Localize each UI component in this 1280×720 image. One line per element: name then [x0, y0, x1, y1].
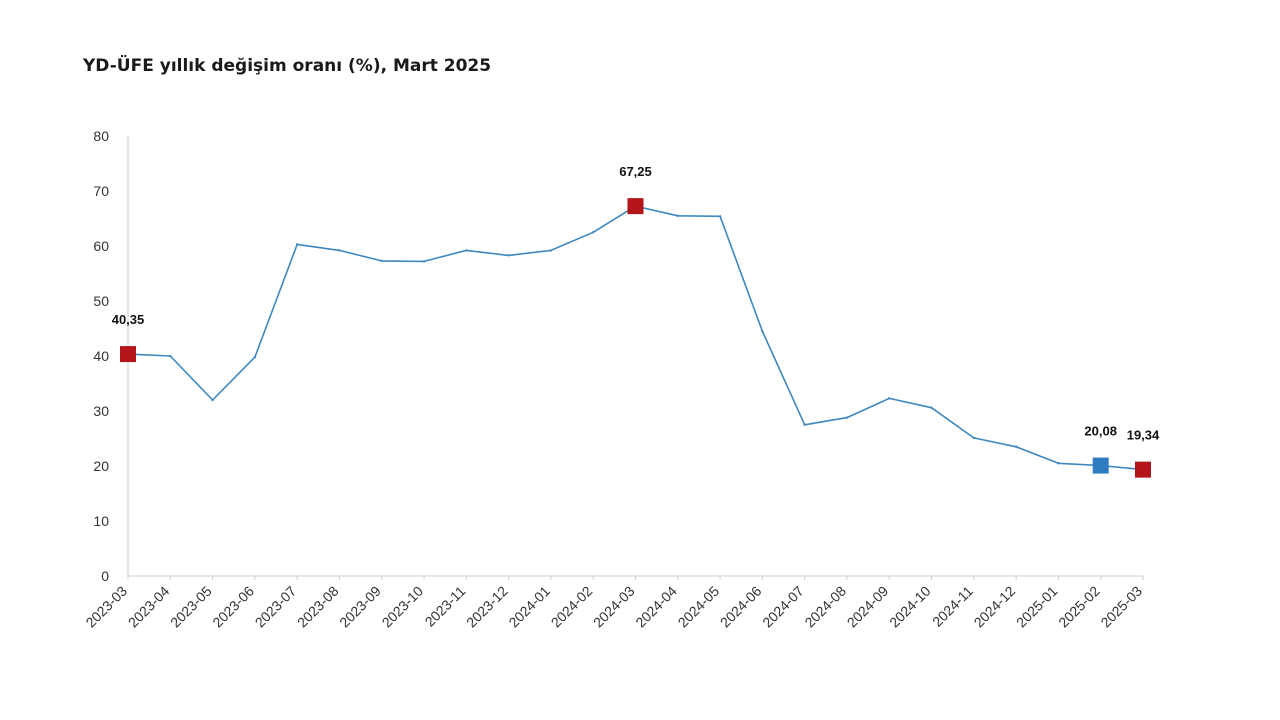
highlight-marker [120, 346, 136, 363]
x-tick-label: 2024-11 [929, 583, 976, 630]
data-point [888, 397, 891, 400]
data-label: 40,35 [112, 312, 145, 327]
x-tick-label: 2023-11 [422, 583, 469, 630]
x-tick-label: 2024-10 [886, 583, 934, 631]
y-tick-label: 80 [93, 128, 109, 144]
data-point [295, 243, 299, 246]
series-line [127, 205, 1144, 471]
x-axis-ticks: 2023-032023-042023-052023-062023-072023-… [82, 576, 1145, 630]
y-tick-label: 40 [93, 348, 109, 364]
data-point [169, 354, 172, 358]
y-tick-label: 50 [93, 293, 109, 309]
data-point [718, 215, 722, 218]
y-tick-label: 0 [101, 568, 109, 584]
highlight-marker [1135, 461, 1151, 478]
x-tick-label: 2024-04 [632, 583, 680, 631]
x-tick-label: 2023-09 [336, 583, 384, 631]
x-tick-label: 2024-06 [717, 583, 765, 631]
data-label: 19,34 [1127, 428, 1160, 443]
data-point [803, 423, 806, 426]
data-point [211, 398, 214, 402]
x-tick-label: 2024-12 [971, 583, 1019, 631]
x-tick-label: 2023-10 [379, 583, 427, 631]
x-tick-label: 2023-05 [167, 583, 215, 631]
x-tick-label: 2024-07 [759, 583, 807, 631]
x-tick-label: 2023-03 [82, 583, 130, 631]
y-tick-label: 60 [93, 238, 109, 254]
x-tick-label: 2023-04 [125, 583, 173, 631]
highlight-markers [120, 198, 1151, 478]
x-tick-label: 2024-01 [505, 583, 553, 631]
x-tick-label: 2023-12 [463, 583, 511, 631]
x-tick-label: 2024-02 [548, 583, 596, 631]
data-point [972, 436, 976, 440]
data-point [761, 330, 764, 333]
x-tick-label: 2023-06 [209, 583, 257, 631]
x-tick-label: 2024-03 [590, 583, 638, 631]
highlight-marker [1092, 457, 1109, 474]
data-point [1014, 445, 1018, 448]
data-point [253, 355, 257, 359]
data-point [592, 231, 595, 234]
y-axis-ticks: 0 10 20 30 40 50 60 70 80 [93, 128, 109, 584]
y-tick-label: 30 [93, 403, 109, 419]
data-point [930, 406, 933, 409]
x-tick-label: 2023-07 [252, 583, 300, 631]
y-tick-label: 20 [93, 458, 109, 474]
data-point [380, 259, 383, 263]
y-tick-label: 70 [93, 183, 109, 199]
highlight-marker [627, 198, 644, 215]
x-tick-label: 2025-01 [1013, 583, 1061, 631]
x-tick-label: 2025-02 [1055, 583, 1103, 631]
data-point [507, 254, 510, 257]
x-tick-label: 2024-08 [801, 583, 849, 631]
x-tick-label: 2023-08 [294, 583, 342, 631]
y-tick-label: 10 [93, 513, 109, 529]
data-label: 67,25 [619, 164, 652, 179]
chart-title: YD-ÜFE yıllık değişim oranı (%), Mart 20… [83, 56, 492, 76]
x-tick-label: 2024-09 [844, 583, 892, 631]
data-point [676, 214, 679, 217]
x-tick-label: 2025-03 [1097, 583, 1145, 631]
data-label: 20,08 [1084, 424, 1117, 439]
data-point [338, 249, 341, 252]
data-point [845, 416, 849, 419]
x-tick-label: 2024-05 [675, 583, 723, 631]
series [126, 204, 1145, 471]
data-point [549, 249, 553, 252]
data-point [465, 249, 468, 252]
data-labels: 40,35 67,25 20,08 19,34 [112, 164, 1160, 443]
data-point [1057, 462, 1060, 465]
data-point [422, 260, 426, 263]
